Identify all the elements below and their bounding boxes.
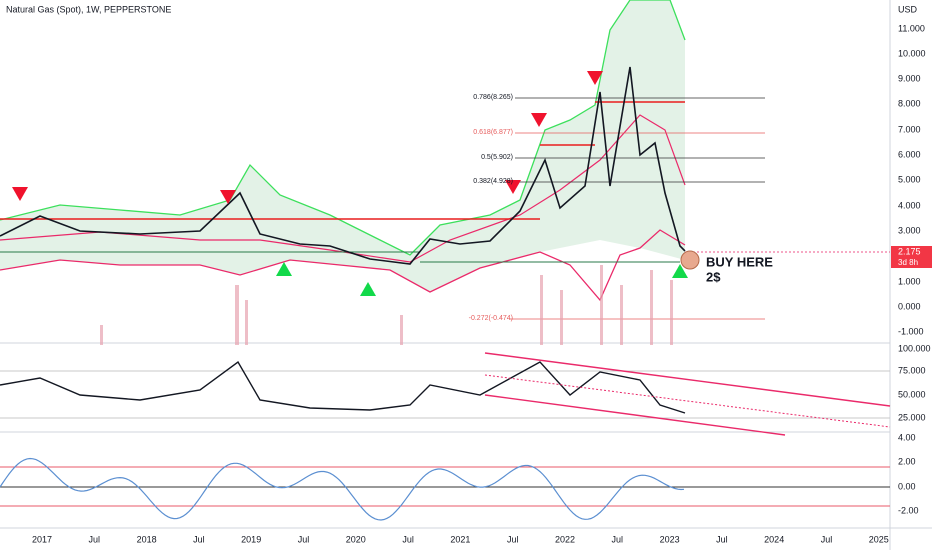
osc-axis-label: 2.00 <box>898 456 916 466</box>
price-axis-label: 4.000 <box>898 200 921 210</box>
time-axis-label: 2025 <box>869 534 889 544</box>
lower-band <box>0 229 686 302</box>
buy-signals <box>276 262 688 296</box>
time-axis-label: Jul <box>402 534 414 544</box>
fib-label: -0.272(-0.474) <box>469 315 513 322</box>
price-series <box>0 66 686 265</box>
rsi-axis-label: 25.000 <box>898 412 926 422</box>
upper-band <box>0 0 686 256</box>
price-axis-label: 10.000 <box>898 48 926 58</box>
osc-axis-label: -2.00 <box>898 505 919 515</box>
fib-label: 0.618(6.877) <box>473 129 513 136</box>
osc-axis-label: 4.00 <box>898 432 916 442</box>
time-axis-label: 2019 <box>241 534 261 544</box>
time-axis-label: 2022 <box>555 534 575 544</box>
osc-series <box>0 457 685 521</box>
trend-line <box>484 394 786 436</box>
rsi-axis-label: 75.000 <box>898 365 926 375</box>
current-price: 2.175 <box>898 246 921 256</box>
price-axis-label: 7.000 <box>898 124 921 134</box>
trend-line <box>484 374 891 428</box>
trend-line <box>484 352 891 407</box>
price-axis-label: 9.000 <box>898 73 921 83</box>
price-axis-label: 11.000 <box>898 23 925 33</box>
time-axis-label: 2021 <box>450 534 470 544</box>
price-badge <box>891 246 932 268</box>
time-axis-label: Jul <box>612 534 624 544</box>
time-axis-label: Jul <box>193 534 205 544</box>
currency: USD <box>898 4 918 14</box>
time-axis-label: Jul <box>507 534 519 544</box>
time-axis-label: 2017 <box>32 534 52 544</box>
osc-axis-label: 0.00 <box>898 481 916 491</box>
rsi-axis-label: 50.000 <box>898 389 926 399</box>
price-axis-label: 8.000 <box>898 98 921 108</box>
time-axis-label: Jul <box>716 534 728 544</box>
countdown: 3d 8h <box>898 258 918 267</box>
annotation: BUY HERE <box>706 254 773 269</box>
price-axis-label: 3.000 <box>898 225 921 235</box>
buy-marker <box>680 250 700 270</box>
chart-title: Natural Gas (Spot), 1W, PEPPERSTONE <box>6 4 171 14</box>
price-axis-label: 5.000 <box>898 174 921 184</box>
time-axis-label: Jul <box>298 534 310 544</box>
price-axis-label: 6.000 <box>898 149 921 159</box>
rsi-series <box>0 360 686 414</box>
price-axis-label: 1.000 <box>898 276 921 286</box>
price-axis-label: 0.000 <box>898 301 921 311</box>
time-axis-label: 2024 <box>764 534 784 544</box>
price-axis-label: -1.000 <box>898 326 924 336</box>
time-axis-label: 2023 <box>660 534 680 544</box>
fib-label: 0.5(5.902) <box>481 154 513 161</box>
fib-label: 0.786(8.265) <box>473 94 513 101</box>
rsi-axis-label: 100.000 <box>898 343 931 353</box>
volume <box>100 265 673 345</box>
sell-signals <box>12 71 603 204</box>
mid-band <box>0 114 686 263</box>
time-axis-label: Jul <box>89 534 101 544</box>
annotation: 2$ <box>706 269 721 284</box>
time-axis-label: 2020 <box>346 534 366 544</box>
fib-label: 0.382(4.928) <box>473 178 513 185</box>
time-axis-label: Jul <box>821 534 833 544</box>
time-axis-label: 2018 <box>137 534 157 544</box>
